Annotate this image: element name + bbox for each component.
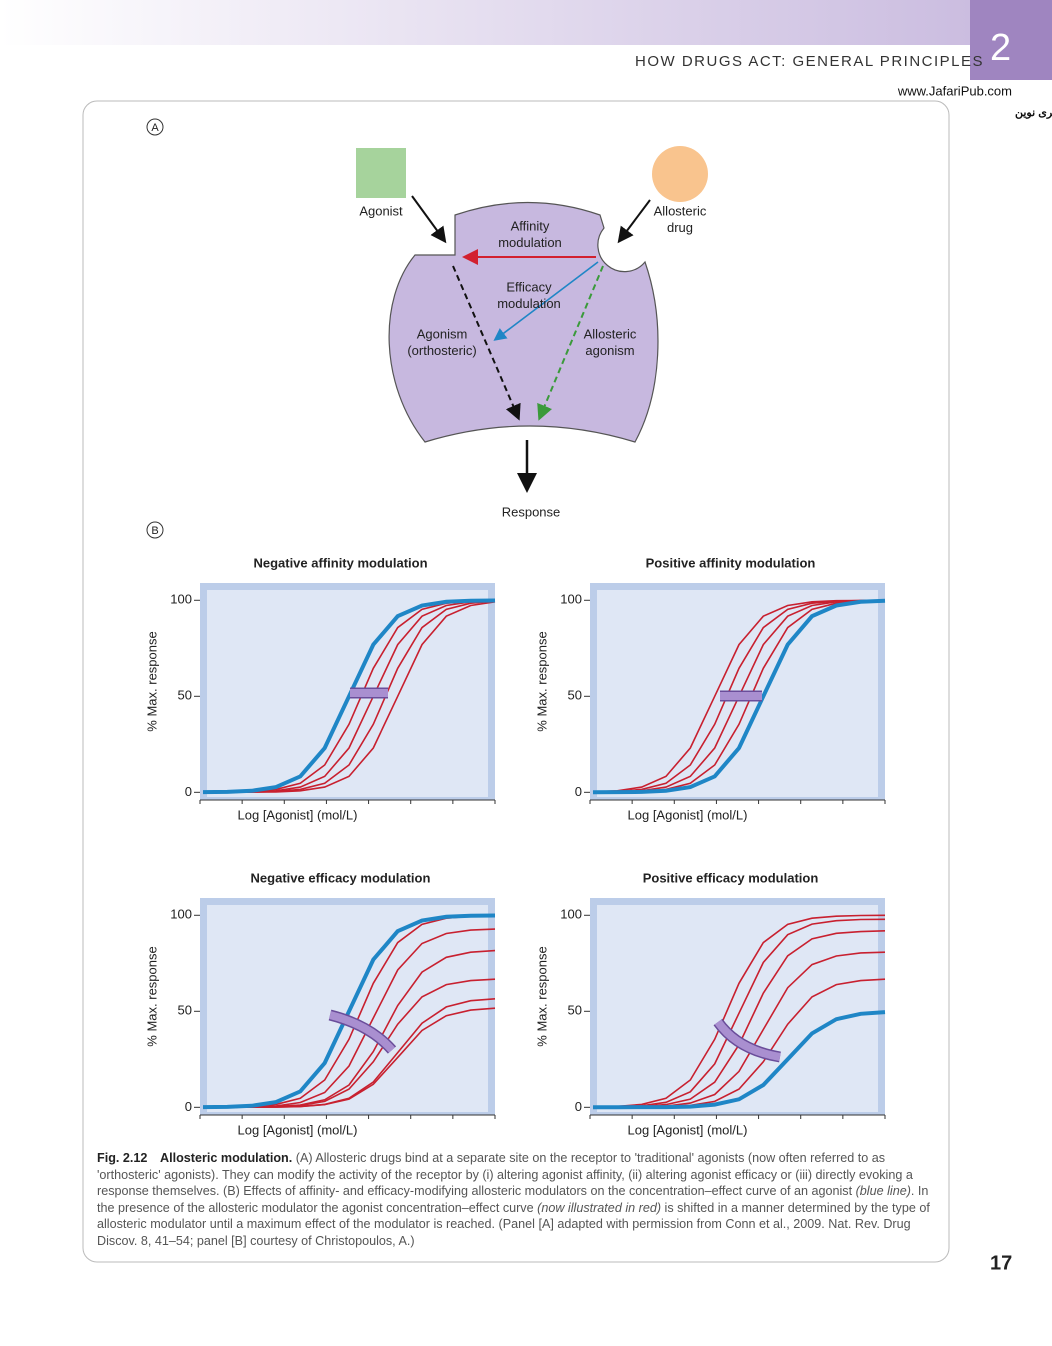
arrow <box>537 265 604 421</box>
affinity-modulation-label: Affinity <box>511 218 550 233</box>
x-axis-label: Log [Agonist] (mol/L) <box>238 807 358 822</box>
caption-bold: Fig. 2.12 <box>97 1151 148 1165</box>
allosteric-agonism-label: agonism <box>585 343 634 358</box>
x-axis-label: Log [Agonist] (mol/L) <box>628 1122 748 1137</box>
allosteric-drug-label: drug <box>667 220 693 235</box>
agonist-square <box>356 148 406 198</box>
shift-arrow <box>714 1019 781 1061</box>
running-title: HOW DRUGS ACT: GENERAL PRINCIPLES <box>635 53 984 70</box>
curve <box>593 1010 886 1110</box>
chart-title: Positive affinity modulation <box>646 555 816 570</box>
shift-arrow <box>329 1011 396 1053</box>
efficacy-modulation-label: Efficacy <box>506 279 552 294</box>
watermark-url: www.JafariPub.com <box>897 83 1012 98</box>
y-tick-label: 100 <box>170 907 192 922</box>
curve <box>592 598 886 795</box>
y-tick-label: 50 <box>568 688 582 703</box>
caption-bold: Allosteric modulation. <box>160 1151 293 1165</box>
agonism-label: (orthosteric) <box>407 343 476 358</box>
panel-circle <box>146 118 164 136</box>
header-band <box>0 0 970 45</box>
curve <box>202 598 496 795</box>
x-axis-label: Log [Agonist] (mol/L) <box>628 807 748 822</box>
agonist-label: Agonist <box>359 203 403 218</box>
caption-normal: is shifted in a manner determined by the… <box>97 1200 930 1248</box>
arrow <box>452 265 521 421</box>
allosteric-agonism-label: Allosteric <box>584 326 637 341</box>
y-tick-label: 0 <box>575 784 582 799</box>
plot-area <box>597 905 878 1112</box>
allosteric-drug-label: Allosteric <box>654 203 707 218</box>
figure-frame <box>82 100 950 1263</box>
x-axis-label: Log [Agonist] (mol/L) <box>238 1122 358 1137</box>
panel-letter: A <box>151 122 159 134</box>
caption-italic: (now illustrated in red) <box>537 1200 662 1215</box>
efficacy-modulation-label: modulation <box>497 296 561 311</box>
y-tick-label: 0 <box>185 784 192 799</box>
y-tick-label: 0 <box>185 1099 192 1114</box>
page-number: 17 <box>990 1252 1012 1274</box>
panel-circle <box>146 521 164 539</box>
chapter-number: 2 <box>990 27 1011 69</box>
receptor <box>388 201 659 443</box>
y-tick-label: 100 <box>170 592 192 607</box>
plot-area <box>207 590 488 797</box>
curve <box>202 913 496 1110</box>
arrow <box>617 199 651 244</box>
panel-letter: B <box>151 525 158 537</box>
y-axis-label: % Max. response <box>534 946 549 1046</box>
curve <box>592 914 886 1108</box>
watermark-text: فروشگاه تخصصی پزشکی جعفری نوین <box>1015 105 1052 119</box>
response-label: Response <box>502 504 561 519</box>
caption-normal: . In the presence of the allosteric modu… <box>97 1184 929 1215</box>
caption-italic: (blue line) <box>855 1184 911 1198</box>
chart-title: Positive efficacy modulation <box>643 870 819 885</box>
y-axis-label: % Max. response <box>144 631 159 731</box>
y-tick-label: 50 <box>178 1003 192 1018</box>
arrow <box>411 195 447 244</box>
chapter-box <box>970 0 1052 80</box>
y-tick-label: 50 <box>568 1003 582 1018</box>
y-axis-label: % Max. response <box>144 946 159 1046</box>
y-tick-label: 100 <box>560 907 582 922</box>
plot-area <box>207 905 488 1112</box>
allosteric-circle <box>652 146 708 202</box>
curve <box>592 599 886 793</box>
y-tick-label: 0 <box>575 1099 582 1114</box>
y-tick-label: 50 <box>178 688 192 703</box>
affinity-modulation-label: modulation <box>498 235 562 250</box>
agonism-label: Agonism <box>417 326 468 341</box>
y-axis-label: % Max. response <box>534 631 549 731</box>
y-tick-label: 100 <box>560 592 582 607</box>
caption-normal: (A) Allosteric drugs bind at a separate … <box>97 1151 913 1198</box>
caption: Fig. 2.12 Allosteric modulation. (A) All… <box>97 1150 942 1249</box>
chart-title: Negative affinity modulation <box>253 555 427 570</box>
charts: Agonist Allosteric drug Affinity modulation E… <box>144 203 886 1137</box>
arrow <box>493 261 599 341</box>
chart-title: Negative efficacy modulation <box>251 870 431 885</box>
